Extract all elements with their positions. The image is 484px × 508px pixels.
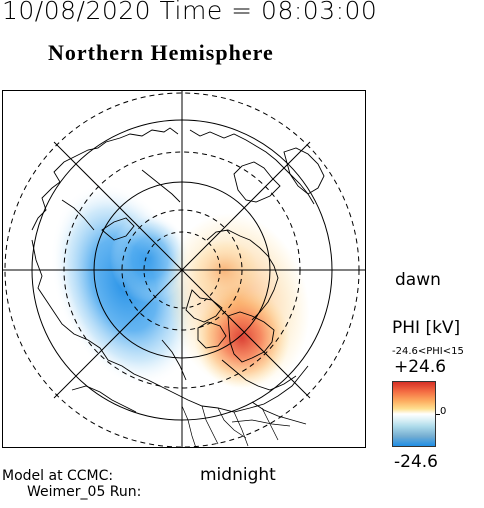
map-frame: [2, 90, 366, 448]
datetime-title: 10/08/2020 Time = 08:03:00: [2, 0, 378, 25]
run-label: Weimer_05 Run:: [27, 484, 142, 500]
colorbar-min-label: -24.6: [394, 452, 438, 472]
colorbar: [392, 381, 436, 447]
colorbar-range: -24.6<PHI<15: [392, 346, 464, 357]
polar-map: [2, 90, 366, 448]
midnight-label: midnight: [200, 465, 276, 485]
graticule: [2, 90, 366, 448]
model-label: Model at CCMC:: [2, 468, 114, 484]
coastlines: [31, 127, 325, 425]
potential-field: [50, 183, 310, 391]
colorbar-max-label: +24.6: [394, 357, 447, 377]
colorbar-title: PHI [kV]: [392, 318, 461, 338]
colorbar-zero-tick: [436, 414, 440, 415]
colorbar-zero-label: 0: [440, 406, 447, 417]
hemisphere-title: Northern Hemisphere: [48, 40, 274, 65]
dawn-label: dawn: [395, 270, 441, 290]
borders: [181, 405, 291, 448]
